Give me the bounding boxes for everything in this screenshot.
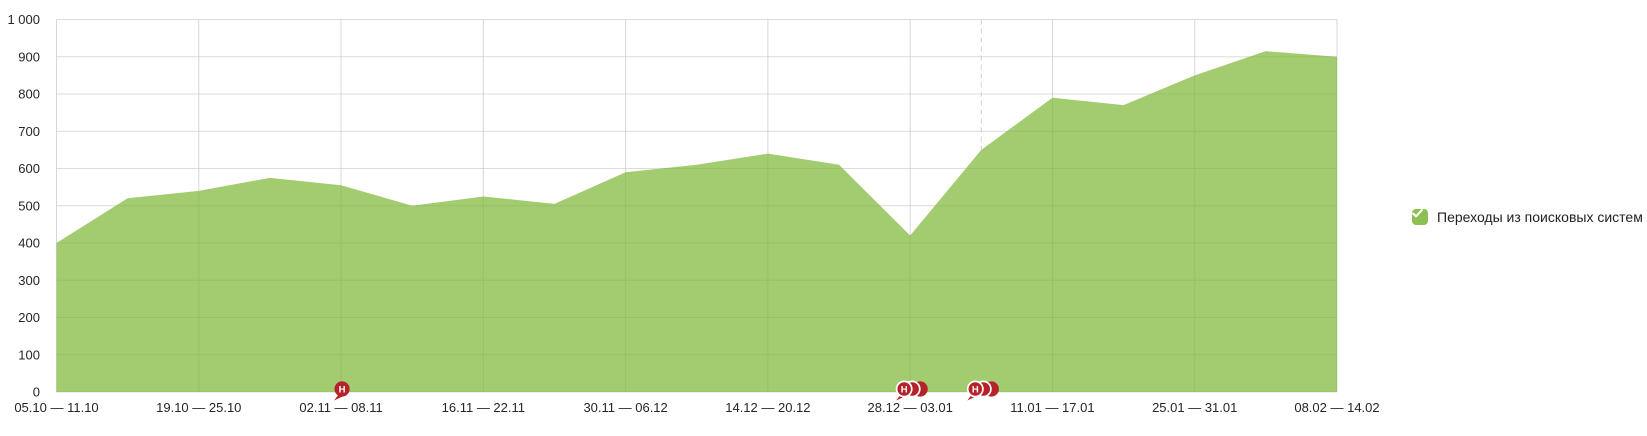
note-marker[interactable]: Н: [895, 380, 928, 401]
x-axis-tick-label: 19.10 — 25.10: [156, 400, 241, 415]
x-axis-tick-label: 16.11 — 22.11: [442, 400, 525, 415]
legend-checkbox-icon[interactable]: [1412, 209, 1428, 225]
note-bubble-icon: [895, 380, 913, 398]
note-marker[interactable]: Н: [334, 381, 350, 401]
x-axis-tick-label: 30.11 — 06.12: [583, 400, 667, 415]
grid-overlay: [56, 19, 1338, 393]
y-axis-labels: 0 100 200 300 400 500 600 700 800 900 1 000: [7, 12, 40, 400]
note-marker[interactable]: Н: [966, 380, 999, 401]
y-axis-tick-label: 200: [18, 310, 40, 325]
y-axis-tick-label: 300: [18, 273, 40, 288]
y-axis-tick-label: 400: [18, 236, 40, 251]
y-axis-tick-label: 800: [18, 87, 40, 102]
x-axis-tick-label: 02.11 — 08.11: [299, 400, 382, 415]
note-bubble-icon: [966, 380, 984, 398]
checkmark-icon: [1412, 209, 1423, 218]
legend: Переходы из поисковых систем: [1412, 209, 1643, 225]
y-axis-tick-label: 100: [18, 347, 40, 362]
x-axis-tick-label: 05.10 — 11.10: [14, 400, 98, 415]
x-axis-tick-label: 25.01 — 31.01: [1152, 400, 1237, 415]
y-axis-tick-label: 900: [18, 49, 40, 64]
x-axis-tick-label: 08.02 — 14.02: [1294, 400, 1379, 415]
legend-item-search-traffic[interactable]: Переходы из поисковых систем: [1412, 209, 1643, 225]
y-axis-tick-label: 1 000: [7, 12, 40, 27]
note-letter: Н: [972, 385, 979, 396]
y-axis-tick-label: 700: [18, 124, 40, 139]
legend-label: Переходы из поисковых систем: [1437, 209, 1643, 225]
x-axis-tick-label: 11.01 — 17.01: [1010, 400, 1094, 415]
y-axis-tick-label: 600: [18, 161, 40, 176]
x-axis-tick-label: 28.12 — 03.01: [868, 400, 953, 415]
note-letter: Н: [901, 385, 908, 396]
x-axis-labels: 05.10 — 11.10 19.10 — 25.10 02.11 — 08.11 1…: [14, 400, 1379, 415]
area-series-search-traffic[interactable]: [56, 51, 1338, 392]
note-letter: Н: [339, 385, 346, 396]
note-bubble-icon: [334, 381, 350, 397]
y-axis-tick-label: 0: [33, 385, 40, 400]
x-axis-tick-label: 14.12 — 20.12: [725, 400, 810, 415]
y-axis-tick-label: 500: [18, 198, 40, 213]
